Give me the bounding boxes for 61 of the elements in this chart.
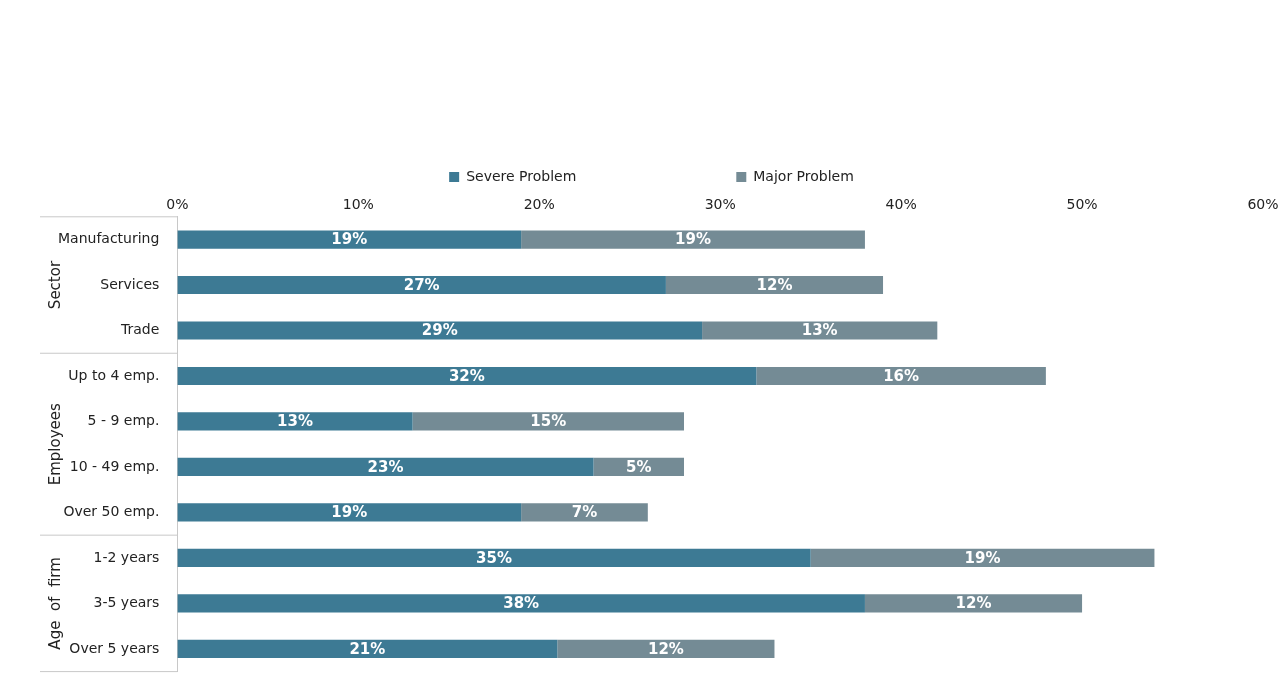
- y-tick-label: 1-2 years: [93, 548, 160, 565]
- bar: [177, 275, 666, 295]
- bar: [177, 548, 811, 567]
- text: 19%: [331, 503, 368, 522]
- text: Employees: [45, 402, 64, 486]
- bar: [702, 321, 938, 340]
- text: 15%: [530, 412, 567, 431]
- legend-label: Major Problem: [753, 167, 854, 184]
- y-tick-label: 5 - 9 emp.: [87, 412, 160, 429]
- bar: [557, 639, 775, 658]
- bar: [177, 639, 558, 658]
- x-tick-label: 0%: [166, 196, 189, 213]
- legend-label: Severe Problem: [466, 167, 577, 184]
- bar: [521, 230, 865, 249]
- text: 19%: [675, 230, 711, 249]
- text: 5%: [626, 457, 652, 476]
- text: 12%: [756, 275, 793, 294]
- text: 13%: [801, 321, 838, 340]
- text: 27%: [403, 275, 440, 294]
- y-tick-label: Over 50 emp.: [63, 503, 160, 520]
- text: 7%: [571, 503, 598, 522]
- text: 12%: [647, 639, 684, 658]
- y-tick-label: Manufacturing: [57, 230, 160, 247]
- text: 21%: [349, 639, 386, 658]
- text: 38%: [503, 594, 540, 613]
- text: Age of firm: [45, 557, 64, 650]
- x-tick-label: 40%: [885, 196, 917, 213]
- text: Sector: [45, 260, 64, 310]
- x-tick-label: 30%: [704, 196, 736, 213]
- text: 13%: [277, 412, 313, 431]
- y-tick-label: Up to 4 emp.: [68, 366, 160, 383]
- text: 19%: [964, 548, 1001, 567]
- bar: [177, 321, 703, 340]
- bar: [177, 366, 757, 386]
- bar: [412, 412, 684, 431]
- bar: [177, 503, 522, 522]
- bar: [177, 230, 522, 249]
- x-tick-label: 10%: [342, 196, 374, 213]
- text: 16%: [883, 366, 920, 385]
- x-tick-label: 60%: [1247, 196, 1279, 213]
- x-tick-label: 20%: [523, 196, 555, 213]
- y-tick-label: 10 - 49 emp.: [69, 457, 160, 474]
- y-tick-label: Trade: [120, 321, 160, 338]
- y-tick-label: Services: [100, 275, 160, 292]
- text: 12%: [955, 594, 992, 613]
- y-tick-label: Over 5 years: [69, 639, 160, 656]
- bar: [521, 503, 648, 522]
- text: 19%: [331, 230, 368, 249]
- text: 35%: [476, 548, 512, 567]
- bar: [756, 366, 1046, 386]
- text: 29%: [421, 321, 458, 340]
- x-tick-label: 50%: [1066, 196, 1098, 213]
- y-tick-label: 3-5 years: [93, 594, 160, 611]
- bar: [177, 457, 594, 477]
- bar: [810, 548, 1155, 567]
- bar: [864, 594, 1083, 613]
- bar: [177, 594, 865, 613]
- bar: [177, 412, 413, 431]
- text: 32%: [448, 366, 485, 385]
- bar: [665, 275, 884, 295]
- text: 23%: [367, 457, 404, 476]
